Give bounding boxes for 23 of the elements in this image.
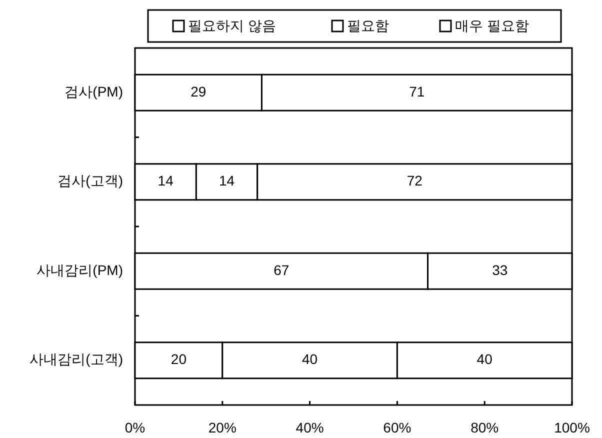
legend-label: 매우 필요함 (455, 18, 529, 34)
data-label: 33 (492, 262, 508, 278)
data-label: 29 (190, 83, 206, 100)
data-label: 20 (170, 351, 187, 368)
x-tick-label: 40% (296, 420, 324, 436)
x-tick-label: 0% (124, 420, 146, 436)
x-tick-label: 80% (470, 420, 499, 436)
data-label: 40 (302, 351, 318, 368)
x-tick-label: 60% (383, 420, 412, 436)
x-tick-label: 20% (208, 420, 236, 436)
data-label: 72 (406, 172, 423, 189)
data-label: 67 (274, 262, 290, 278)
legend-label: 필요함 (347, 18, 389, 34)
data-label: 40 (476, 351, 493, 368)
legend-label: 필요하지 않음 (188, 18, 276, 34)
data-label: 14 (158, 172, 174, 189)
data-label: 71 (409, 83, 425, 100)
y-tick-label: 검사(고객) (58, 172, 123, 189)
y-tick-label: 사내감리(고객) (30, 351, 123, 368)
y-tick-label: 사내감리(PM) (36, 262, 123, 278)
data-label: 14 (218, 172, 235, 189)
y-tick-label: 검사(PM) (64, 83, 123, 100)
x-tick-label: 100% (554, 420, 590, 436)
